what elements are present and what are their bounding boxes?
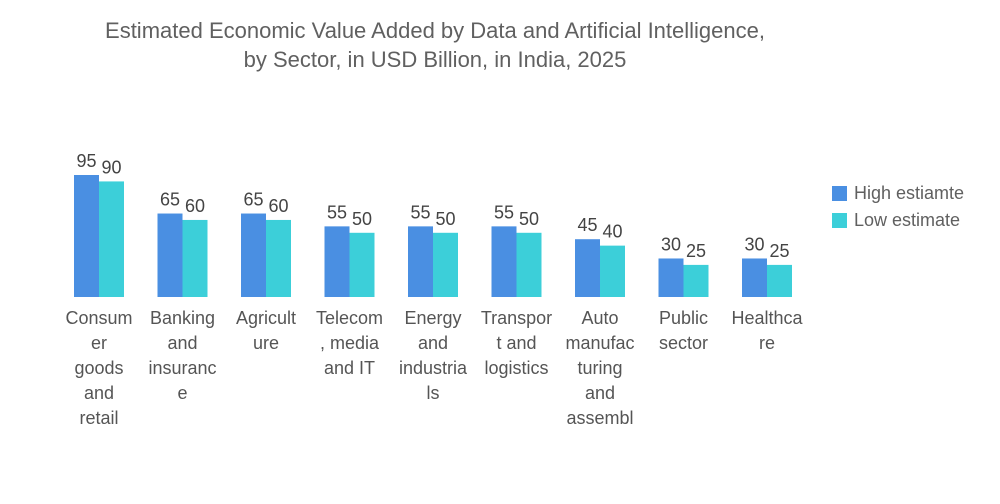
chart-title-line-1: Estimated Economic Value Added by Data a… (105, 18, 765, 43)
category-label-2: Agricult ure (236, 308, 296, 353)
category-label-7: Public sector (659, 308, 708, 353)
data-label-low-7: 25 (686, 241, 706, 261)
bar-high-3 (324, 226, 350, 297)
bar-low-8 (767, 264, 792, 297)
bar-high-8 (742, 258, 767, 297)
data-label-low-8: 25 (769, 241, 789, 261)
legend-label-low: Low estimate (854, 210, 961, 230)
bar-low-2 (266, 219, 291, 297)
chart-title-line-2: by Sector, in USD Billion, in India, 202… (243, 47, 627, 72)
data-label-high-3: 55 (327, 202, 347, 222)
category-label-1: Banking and insuranc e (148, 308, 216, 403)
chart-title: Estimated Economic Value Added by Data a… (0, 16, 870, 74)
data-label-low-3: 50 (352, 209, 372, 229)
data-label-low-6: 40 (602, 222, 622, 242)
legend-item-high: High estiamte (832, 180, 964, 207)
bar-low-3 (349, 232, 375, 297)
bar-low-1 (182, 219, 208, 297)
bar-low-0 (99, 181, 124, 297)
bar-high-1 (157, 213, 183, 297)
bar-high-6 (575, 239, 600, 297)
bar-high-2 (241, 213, 266, 297)
data-label-high-6: 45 (577, 215, 597, 235)
data-label-high-2: 65 (243, 190, 263, 210)
data-label-high-0: 95 (76, 151, 96, 171)
category-label-3: Telecom, media and IT (316, 308, 383, 378)
legend-item-low: Low estimate (832, 207, 964, 234)
data-label-low-5: 50 (519, 209, 539, 229)
bar-high-5 (491, 226, 517, 297)
data-label-low-0: 90 (101, 157, 121, 177)
legend-swatch-low (832, 213, 847, 228)
category-label-6: Auto manufac turing and assembl (565, 308, 634, 428)
category-label-0: Consum er goods and retail (65, 308, 132, 428)
bar-low-4 (433, 232, 458, 297)
bar-low-7 (683, 264, 709, 297)
data-label-high-5: 55 (494, 202, 514, 222)
bar-high-0 (74, 175, 99, 297)
data-label-low-2: 60 (268, 196, 288, 216)
legend-swatch-high (832, 186, 847, 201)
category-label-5: Transpor t and logistics (481, 308, 552, 378)
category-label-4: Energy and industria ls (399, 308, 468, 403)
data-label-low-1: 60 (185, 196, 205, 216)
bar-high-4 (408, 226, 433, 297)
data-label-high-7: 30 (661, 234, 681, 254)
data-label-low-4: 50 (435, 209, 455, 229)
legend: High estiamte Low estimate (832, 180, 964, 234)
bar-low-6 (600, 245, 625, 297)
data-label-high-4: 55 (410, 202, 430, 222)
bar-low-5 (516, 232, 542, 297)
data-label-high-8: 30 (744, 234, 764, 254)
bar-high-7 (658, 258, 684, 297)
data-label-high-1: 65 (160, 190, 180, 210)
category-label-8: Healthca re (731, 308, 803, 353)
legend-label-high: High estiamte (854, 183, 965, 203)
